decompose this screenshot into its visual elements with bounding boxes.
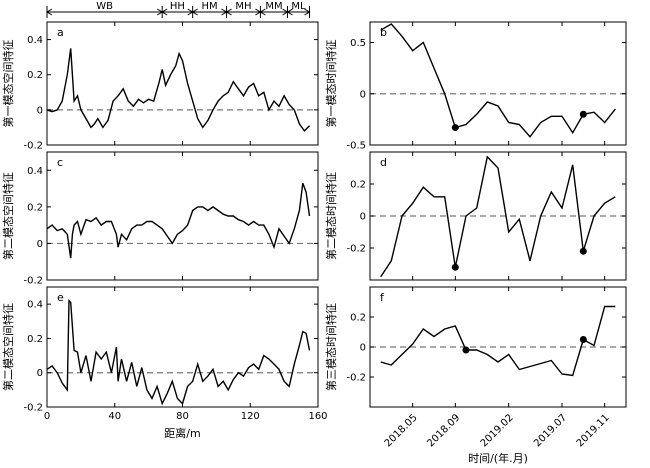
y-tick-label: -0.2 — [346, 373, 366, 384]
y-tick-label: 0.2 — [27, 202, 43, 213]
series-line — [46, 299, 311, 406]
series-line — [380, 23, 616, 138]
y-tick-label: 0 — [37, 368, 43, 379]
y-tick-label: -0.2 — [23, 403, 43, 414]
y-axis-label: 第二模态空间特征 — [1, 172, 15, 260]
y-tick-label: -0.2 — [23, 141, 43, 152]
y-tick-label: 0 — [37, 105, 43, 116]
series-line — [46, 182, 311, 259]
x-tick-label: 2019.07 — [532, 412, 569, 449]
plot-frame — [369, 21, 627, 146]
segment-label: HH — [170, 1, 185, 12]
panel-a: -0.2 0 0.2 0.4 a 第一模态空间特征 — [1, 21, 319, 152]
data-point-marker — [451, 124, 459, 132]
y-tick-label: 0.4 — [27, 166, 43, 177]
x-axis-label: 距离/m — [164, 426, 200, 440]
x-tick-label: 2018.05 — [383, 412, 420, 449]
series-line — [380, 305, 616, 377]
data-point-marker — [579, 336, 587, 343]
y-tick-label: 0.2 — [350, 180, 366, 191]
x-tick-label: 160 — [308, 411, 327, 422]
x-tick-label: 80 — [176, 411, 189, 422]
x-tick-label: 2019.11 — [575, 412, 612, 449]
panel-label: e — [57, 291, 64, 304]
plot-frame — [46, 21, 319, 146]
panel-label: a — [57, 26, 64, 39]
plot-frame — [369, 286, 627, 408]
y-axis-label: 第二模态时间特征 — [324, 172, 338, 260]
data-point-marker — [462, 346, 470, 354]
y-axis-label: 第一模态空间特征 — [1, 40, 15, 128]
y-tick-label: 0.4 — [27, 300, 43, 311]
y-axis-label: 第三模态时间特征 — [324, 303, 338, 391]
y-tick-label: -0.5 — [346, 141, 366, 152]
x-axis-label: 时间/(年.月) — [468, 451, 528, 465]
panel-label: d — [380, 156, 387, 169]
series-line — [380, 155, 616, 278]
x-tick-label: 0 — [44, 411, 50, 422]
panel-label: b — [380, 26, 387, 39]
y-tick-label: 0.4 — [27, 35, 43, 46]
panel-label: f — [380, 291, 385, 304]
y-axis-label: 第二模态空间特征 — [1, 303, 15, 391]
y-tick-label: -0.2 — [23, 276, 43, 287]
y-tick-label: 0.2 — [350, 313, 366, 324]
y-tick-label: 0.2 — [27, 334, 43, 345]
segment-label: MM — [265, 1, 282, 12]
panel-f: -0.2 0 0.2 2018.05 2018.09 2019.02 2019.07 2019… — [324, 286, 627, 449]
y-tick-label: 0.2 — [27, 70, 43, 81]
y-tick-label: 0 — [360, 89, 366, 100]
series-line — [46, 48, 310, 132]
y-tick-label: -0.2 — [346, 244, 366, 255]
x-tick-label: 2019.02 — [479, 412, 516, 449]
segment-label: MH — [235, 1, 251, 12]
plot-frame — [46, 151, 319, 281]
data-point-marker — [579, 110, 587, 118]
y-tick-label: 0 — [37, 239, 43, 250]
segment-label: HM — [202, 1, 218, 12]
panel-label: c — [57, 156, 63, 169]
y-axis-label: 第一模态时间特征 — [324, 40, 338, 128]
y-tick-label: 0 — [360, 212, 366, 223]
y-tick-label: 0 — [360, 343, 366, 354]
panel-b: -0.5 0 0.5 b 第一模态时间特征 — [324, 21, 627, 152]
data-point-marker — [451, 263, 459, 271]
segment-label: ML — [291, 1, 306, 12]
x-tick-label: 120 — [241, 411, 260, 422]
data-point-marker — [579, 247, 587, 255]
y-tick-label: 0.5 — [350, 38, 366, 49]
x-tick-label: 40 — [108, 411, 121, 422]
segment-label: WB — [96, 1, 113, 12]
panel-c: -0.2 0 0.2 0.4 c 第二模态空间特征 — [1, 151, 319, 287]
segment-header: WB HH HM MH MM ML — [46, 1, 311, 18]
x-tick-label: 2018.09 — [425, 412, 462, 449]
plot-frame — [46, 286, 319, 408]
panel-d: -0.2 0 0.2 d 第二模态时间特征 — [324, 151, 627, 281]
